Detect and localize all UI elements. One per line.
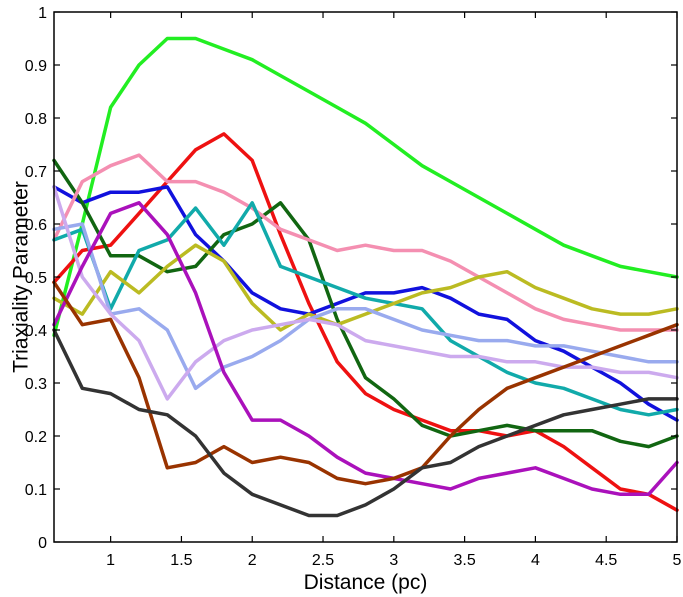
y-tick-label: 0.1 xyxy=(25,482,47,499)
x-tick-label: 4 xyxy=(531,552,540,569)
x-tick-label: 4.5 xyxy=(595,552,617,569)
series-line-green xyxy=(52,36,679,338)
series-line-blue xyxy=(52,185,679,422)
x-tick-label: 2.5 xyxy=(312,552,334,569)
y-tick-label: 0.8 xyxy=(25,111,47,128)
series-line-light-purple xyxy=(52,185,679,401)
y-tick-label: 1 xyxy=(38,5,47,22)
x-tick-label: 3.5 xyxy=(453,552,475,569)
series-line-lavender xyxy=(52,222,679,391)
y-tick-label: 0.2 xyxy=(25,429,47,446)
x-tick-label: 5 xyxy=(673,552,682,569)
x-tick-label: 1 xyxy=(106,552,115,569)
y-axis-title: Triaxiality Parameter xyxy=(9,181,32,373)
series-line-cyan xyxy=(52,201,679,417)
series-line-olive xyxy=(52,243,679,332)
series-line-dark-gray xyxy=(52,328,679,518)
y-tick-label: 0.7 xyxy=(25,164,47,181)
y-tick-label: 0.6 xyxy=(25,217,47,234)
y-tick-label: 0.9 xyxy=(25,58,47,75)
y-tick-label: 0 xyxy=(38,535,47,552)
x-axis-title: Distance (pc) xyxy=(304,571,428,594)
x-tick-label: 3 xyxy=(389,552,398,569)
series-line-red xyxy=(52,132,679,512)
labels-layer: 1 1.5 2 2.5 3 3.5 4 4.5 5 0 0.1 0.2 0.3 0.4 0.5 0.6 0.7 0… xyxy=(25,5,682,569)
y-tick-label: 0.3 xyxy=(25,376,47,393)
x-tick-label: 1.5 xyxy=(170,552,192,569)
series-line-brown xyxy=(52,280,679,486)
ticks-layer xyxy=(54,11,678,543)
series-line-magenta xyxy=(52,201,679,497)
series-line-dark-green xyxy=(52,158,679,449)
series-layer xyxy=(52,36,679,518)
series-line-pink xyxy=(52,153,679,332)
y-tick-label: 0.4 xyxy=(25,323,47,340)
x-tick-label: 2 xyxy=(248,552,257,569)
y-tick-label: 0.5 xyxy=(25,270,47,287)
